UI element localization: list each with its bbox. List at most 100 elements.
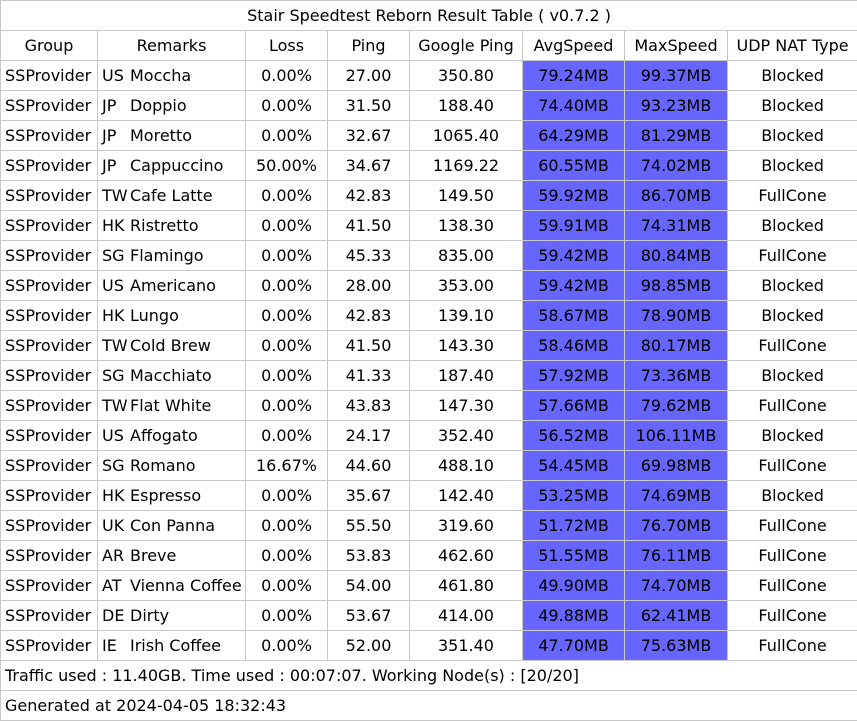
cell-node-name: Macchiato [130, 366, 212, 385]
cell-group: SSProvider [1, 421, 98, 451]
cell-avg-speed: 56.52MB [523, 421, 625, 451]
cell-udp-nat-type: Blocked [728, 121, 857, 151]
cell-google-ping: 1065.40 [410, 121, 523, 151]
cell-max-speed: 80.84MB [625, 241, 728, 271]
cell-group: SSProvider [1, 91, 98, 121]
cell-ping: 32.67 [328, 121, 410, 151]
cell-group: SSProvider [1, 541, 98, 571]
cell-loss: 0.00% [246, 631, 328, 661]
cell-max-speed: 62.41MB [625, 601, 728, 631]
cell-ping: 55.50 [328, 511, 410, 541]
cell-ping: 53.83 [328, 541, 410, 571]
header-udp-nat-type: UDP NAT Type [728, 31, 857, 61]
cell-udp-nat-type: Blocked [728, 481, 857, 511]
cell-avg-speed: 74.40MB [523, 91, 625, 121]
header-google-ping: Google Ping [410, 31, 523, 61]
cell-avg-speed: 54.45MB [523, 451, 625, 481]
cell-google-ping: 147.30 [410, 391, 523, 421]
cell-group: SSProvider [1, 571, 98, 601]
cell-max-speed: 73.36MB [625, 361, 728, 391]
header-remarks: Remarks [98, 31, 246, 61]
cell-loss: 0.00% [246, 391, 328, 421]
cell-country-code: SG [102, 366, 130, 385]
cell-max-speed: 75.63MB [625, 631, 728, 661]
cell-google-ping: 414.00 [410, 601, 523, 631]
cell-google-ping: 139.10 [410, 301, 523, 331]
cell-group: SSProvider [1, 361, 98, 391]
header-max-speed: MaxSpeed [625, 31, 728, 61]
cell-max-speed: 80.17MB [625, 331, 728, 361]
cell-udp-nat-type: Blocked [728, 301, 857, 331]
cell-ping: 45.33 [328, 241, 410, 271]
cell-google-ping: 319.60 [410, 511, 523, 541]
cell-node-name: Lungo [130, 306, 179, 325]
cell-loss: 0.00% [246, 91, 328, 121]
cell-google-ping: 142.40 [410, 481, 523, 511]
cell-node-name: Flat White [130, 396, 211, 415]
table-title: Stair Speedtest Reborn Result Table ( v0… [1, 1, 857, 31]
cell-node-name: Affogato [130, 426, 198, 445]
cell-loss: 0.00% [246, 331, 328, 361]
cell-loss: 50.00% [246, 151, 328, 181]
cell-avg-speed: 53.25MB [523, 481, 625, 511]
cell-country-code: JP [102, 156, 130, 175]
cell-group: SSProvider [1, 121, 98, 151]
cell-max-speed: 98.85MB [625, 271, 728, 301]
cell-udp-nat-type: FullCone [728, 451, 857, 481]
cell-node-name: Espresso [130, 486, 201, 505]
cell-avg-speed: 59.42MB [523, 271, 625, 301]
cell-ping: 41.50 [328, 331, 410, 361]
cell-google-ping: 188.40 [410, 91, 523, 121]
cell-max-speed: 106.11MB [625, 421, 728, 451]
cell-country-code: DE [102, 606, 130, 625]
cell-group: SSProvider [1, 301, 98, 331]
cell-ping: 35.67 [328, 481, 410, 511]
cell-node-name: Flamingo [130, 246, 204, 265]
cell-loss: 0.00% [246, 361, 328, 391]
cell-max-speed: 74.02MB [625, 151, 728, 181]
cell-max-speed: 99.37MB [625, 61, 728, 91]
cell-google-ping: 488.10 [410, 451, 523, 481]
cell-avg-speed: 60.55MB [523, 151, 625, 181]
cell-country-code: HK [102, 486, 130, 505]
cell-loss: 0.00% [246, 121, 328, 151]
cell-ping: 52.00 [328, 631, 410, 661]
cell-udp-nat-type: FullCone [728, 511, 857, 541]
cell-group: SSProvider [1, 181, 98, 211]
cell-max-speed: 86.70MB [625, 181, 728, 211]
cell-google-ping: 352.40 [410, 421, 523, 451]
cell-ping: 44.60 [328, 451, 410, 481]
cell-node-name: Ristretto [130, 216, 199, 235]
cell-max-speed: 93.23MB [625, 91, 728, 121]
footer-traffic-row: Traffic used : 11.40GB. Time used : 00:0… [1, 661, 857, 691]
cell-max-speed: 76.11MB [625, 541, 728, 571]
cell-udp-nat-type: Blocked [728, 61, 857, 91]
cell-avg-speed: 59.92MB [523, 181, 625, 211]
traffic-summary: Traffic used : 11.40GB. Time used : 00:0… [1, 661, 857, 691]
cell-ping: 24.17 [328, 421, 410, 451]
cell-node-name: Americano [130, 276, 216, 295]
cell-loss: 0.00% [246, 421, 328, 451]
cell-country-code: US [102, 276, 130, 295]
cell-country-code: AT [102, 576, 130, 595]
cell-udp-nat-type: Blocked [728, 91, 857, 121]
cell-group: SSProvider [1, 211, 98, 241]
cell-google-ping: 1169.22 [410, 151, 523, 181]
cell-group: SSProvider [1, 271, 98, 301]
